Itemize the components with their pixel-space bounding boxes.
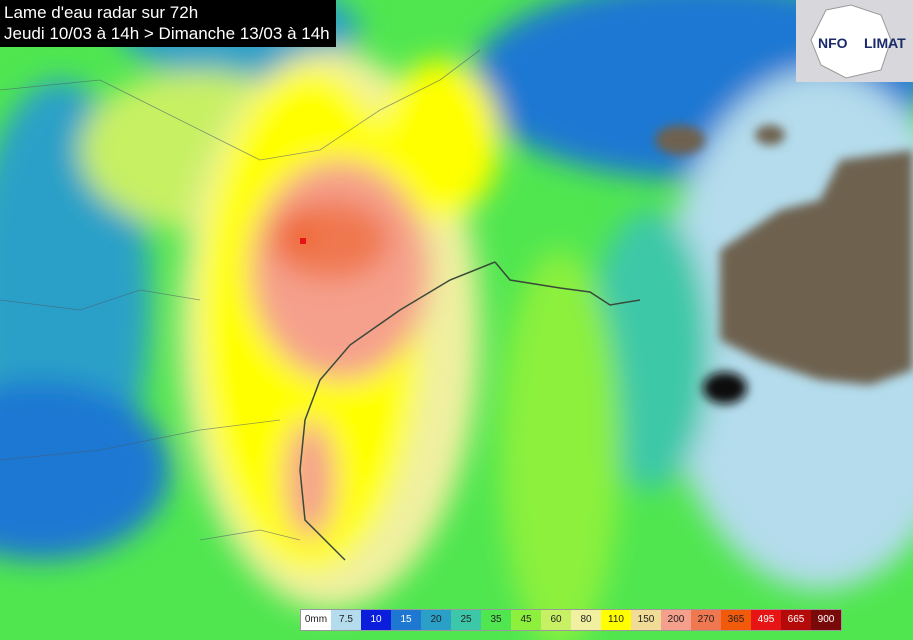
logo: NFO LIMAT xyxy=(796,0,913,82)
legend-item: 900 xyxy=(811,610,841,630)
legend-item: 270 xyxy=(691,610,721,630)
legend-item: 7.5 xyxy=(331,610,361,630)
legend-item: 60 xyxy=(541,610,571,630)
peak-cell xyxy=(300,238,306,244)
logo-text: LIMAT xyxy=(864,35,906,51)
title-box: Lame d'eau radar sur 72h Jeudi 10/03 à 1… xyxy=(0,0,336,47)
title: Lame d'eau radar sur 72h xyxy=(4,3,199,22)
legend-item: 10 xyxy=(361,610,391,630)
coastline xyxy=(299,261,641,561)
legend: 0mm 7.5 10 15 20 25 35 45 60 80 110 150 200 270 365 495… xyxy=(300,609,842,631)
legend-item: 20 xyxy=(421,610,451,630)
legend-item: 15 xyxy=(391,610,421,630)
borders xyxy=(0,49,481,541)
land-masses xyxy=(655,125,913,404)
logo-text: NFO xyxy=(818,35,848,51)
legend-item: 495 xyxy=(751,610,781,630)
logo-shape xyxy=(810,4,892,79)
legend-item: 665 xyxy=(781,610,811,630)
legend-item: 365 xyxy=(721,610,751,630)
legend-item: 0mm xyxy=(301,610,331,630)
legend-item: 200 xyxy=(661,610,691,630)
legend-item: 80 xyxy=(571,610,601,630)
legend-item: 45 xyxy=(511,610,541,630)
legend-item: 25 xyxy=(451,610,481,630)
legend-item: 35 xyxy=(481,610,511,630)
legend-item: 110 xyxy=(601,610,631,630)
subtitle: Jeudi 10/03 à 14h > Dimanche 13/03 à 14h xyxy=(4,24,330,43)
legend-item: 150 xyxy=(631,610,661,630)
